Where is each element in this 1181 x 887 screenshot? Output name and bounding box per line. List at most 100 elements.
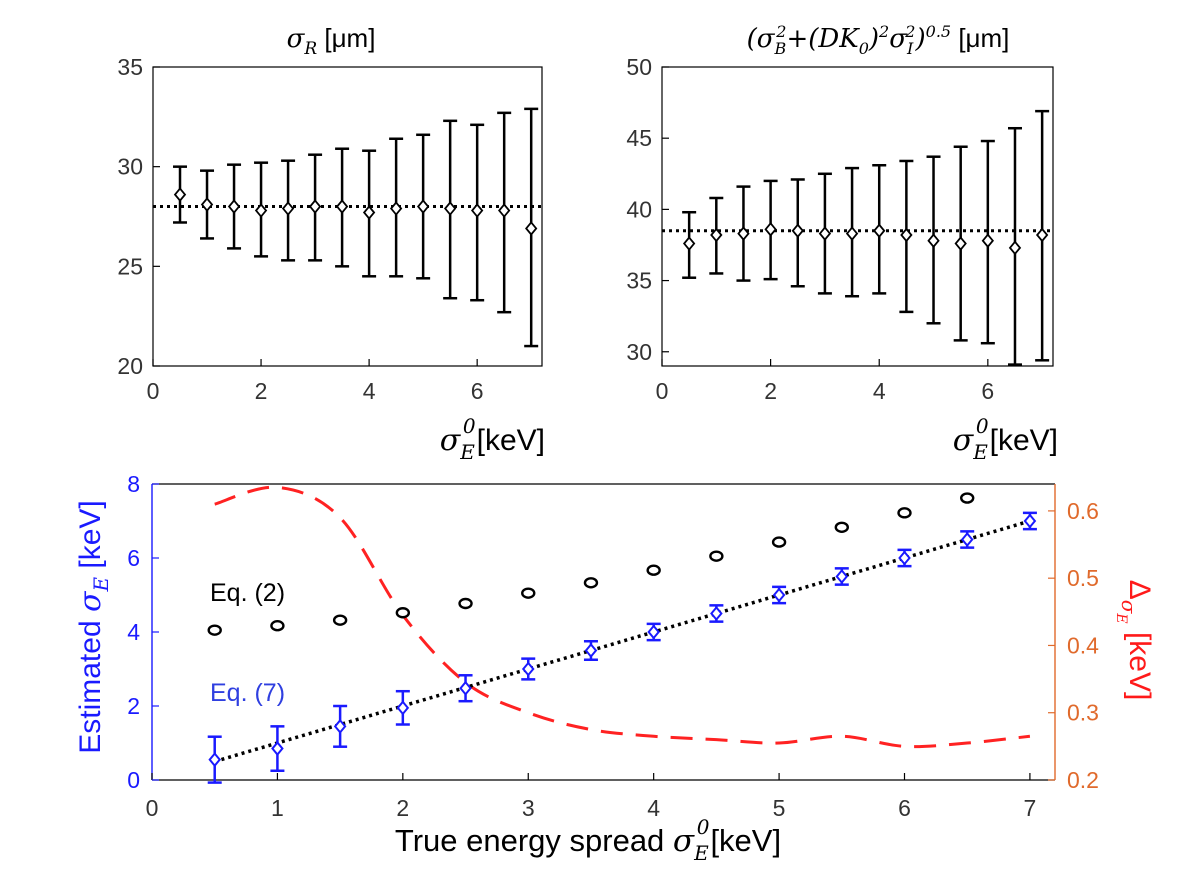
y-tick-label: 50 <box>626 54 652 80</box>
data-point <box>873 223 886 239</box>
y2-tick-label: 0.3 <box>1067 700 1099 726</box>
axes-bottom: 0 1 2 3 4 5 6 7 0 2 4 6 8 0.2 0.3 0.4 0.5 0.6 <box>127 471 1099 821</box>
eq2-data-point <box>960 492 975 504</box>
eq2-data-point <box>395 607 411 619</box>
x-tick-label: 2 <box>255 378 268 404</box>
y2-tick-label: 0.5 <box>1067 565 1099 591</box>
axes-top-right: 0 2 4 6 30 35 40 45 50 <box>626 54 1054 404</box>
data-point <box>416 199 430 214</box>
data-point <box>1035 227 1049 243</box>
data-point <box>525 221 538 236</box>
y-tick-label: 25 <box>117 253 143 279</box>
data-point <box>200 197 214 212</box>
eq7-data-point <box>1023 513 1037 529</box>
xlabel-top-right: σE0[keV] <box>953 414 1058 464</box>
eq2-data-point <box>458 597 473 610</box>
data-point <box>470 203 484 218</box>
y-tick-label: 30 <box>117 154 143 180</box>
panel-top-left: σR [μm] 0 2 4 6 20 25 30 35 σE0[keV] <box>117 23 545 464</box>
data-point <box>498 203 511 218</box>
title-top-left: σR [μm] <box>287 23 376 59</box>
data-point <box>254 203 268 218</box>
y-tick-label: 20 <box>117 353 143 379</box>
x-tick-label: 6 <box>898 795 911 821</box>
eq7-data-point <box>333 718 347 734</box>
eq7-data-point <box>521 661 535 677</box>
eq7-data-point <box>271 740 284 757</box>
x-tick-label: 4 <box>873 378 886 404</box>
data-point <box>845 226 859 241</box>
eq2-data-point <box>521 587 536 599</box>
eq7-data-point <box>835 568 849 585</box>
y-tick-label: 45 <box>626 125 652 151</box>
eq7-data-point <box>459 680 472 696</box>
eq7-data-point <box>772 587 786 603</box>
eq7-data-point <box>647 624 660 640</box>
eq7-data-point <box>710 605 723 622</box>
delta-dashed-line <box>214 485 1031 749</box>
data-point <box>737 226 750 241</box>
panel-top-right: (σB2+(DK0)2σI2)0.5 [μm] 0 2 4 6 30 35 40 45 50 σ… <box>626 22 1058 464</box>
eq2-data-point <box>709 550 724 562</box>
x-tick-label: 4 <box>647 795 660 821</box>
true-value-dotted-line <box>214 519 1031 764</box>
data-point <box>281 201 295 216</box>
eq2-data-point <box>270 620 285 632</box>
panel-bottom: 0 1 2 3 4 5 6 7 0 2 4 6 8 0.2 0.3 0.4 0.5 0.6 Estimated σ… <box>73 471 1156 865</box>
y2-tick-label: 0.2 <box>1067 767 1099 793</box>
data-point <box>1008 240 1022 256</box>
y2-tick-label: 0.6 <box>1067 498 1099 524</box>
x-tick-label: 7 <box>1024 795 1037 821</box>
eq2-data-point <box>207 624 222 636</box>
data-point <box>335 199 349 214</box>
data-point <box>227 199 241 214</box>
eq2-data-point <box>897 507 912 519</box>
y2label-bottom: ΔσE [keV] <box>1113 580 1156 701</box>
eq2-data-point <box>646 564 661 576</box>
y-tick-label: 30 <box>626 339 652 365</box>
x-tick-label: 0 <box>656 378 669 404</box>
eq7-data-point <box>960 531 974 548</box>
eq7-data-point <box>208 752 222 768</box>
data-point <box>954 236 967 251</box>
eq2-data-point <box>332 614 348 626</box>
eq2-data-point <box>834 521 849 533</box>
eq2-data-point <box>771 536 787 548</box>
annotation-eq2: Eq. (2) <box>210 579 285 607</box>
data-point <box>389 201 403 216</box>
axes-top-left: 0 2 4 6 20 25 30 35 <box>117 54 543 404</box>
y-tick-label: 0 <box>127 767 140 793</box>
data-point <box>791 223 804 239</box>
xlabel-bottom: True energy spread σE0[keV] <box>395 815 781 865</box>
x-tick-label: 0 <box>146 795 159 821</box>
y-tick-label: 2 <box>127 693 140 719</box>
x-tick-label: 1 <box>271 795 284 821</box>
x-tick-label: 6 <box>981 378 994 404</box>
y-tick-label: 35 <box>626 268 652 294</box>
eq2-data-point <box>583 577 599 589</box>
data-point <box>927 233 940 249</box>
data-point <box>981 233 995 249</box>
x-tick-label: 0 <box>147 378 160 404</box>
y-tick-label: 40 <box>626 196 652 222</box>
data-point <box>764 221 777 237</box>
plot-frame <box>152 66 543 367</box>
eq7-data-point <box>898 550 911 566</box>
y-tick-label: 35 <box>117 54 143 80</box>
eq7-data-point <box>584 642 598 659</box>
x-tick-label: 2 <box>764 378 777 404</box>
data-point <box>900 227 913 243</box>
xlabel-top-left: σE0[keV] <box>440 414 545 464</box>
data-point <box>682 236 696 251</box>
y2-tick-label: 0.4 <box>1067 632 1099 658</box>
title-top-right: (σB2+(DK0)2σI2)0.5 [μm] <box>747 22 1010 58</box>
y-tick-label: 8 <box>127 471 140 497</box>
annotation-eq7: Eq. (7) <box>210 679 285 707</box>
plot-frame <box>661 66 1054 367</box>
x-tick-label: 5 <box>773 795 786 821</box>
x-tick-label: 3 <box>522 795 535 821</box>
data-point <box>173 187 187 202</box>
data-point <box>308 199 322 214</box>
y-tick-label: 4 <box>127 619 140 645</box>
